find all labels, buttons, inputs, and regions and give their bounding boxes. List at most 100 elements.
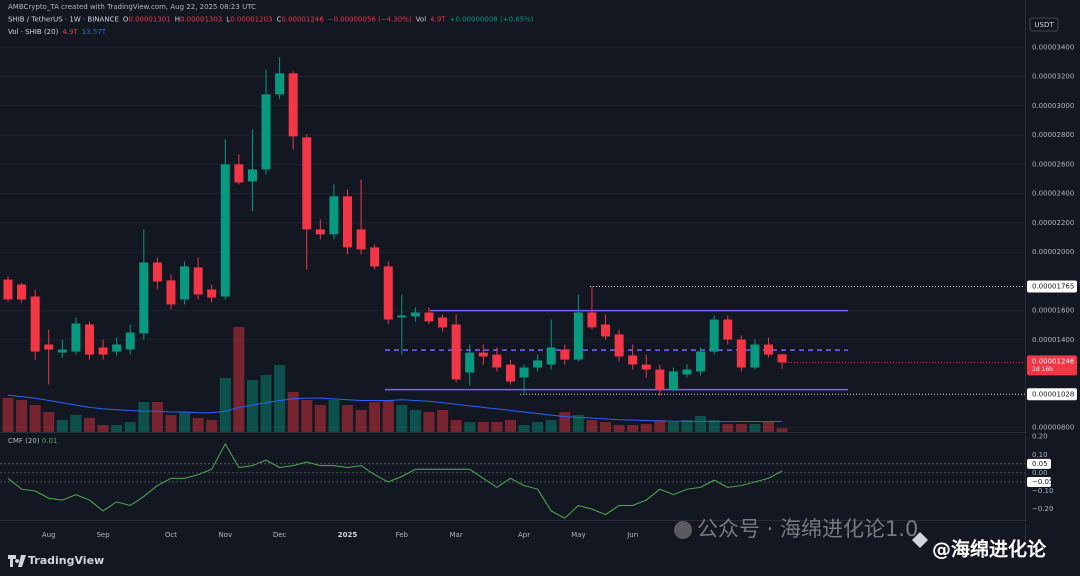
candle-body (668, 371, 678, 390)
legend-item: 0.00001301 (128, 16, 170, 24)
volume-bar (572, 415, 584, 432)
cmf-level-box (1027, 476, 1051, 487)
volume-bar (70, 415, 82, 432)
volume-bar (206, 420, 218, 432)
candle-body (641, 364, 651, 370)
candle-body (750, 344, 760, 368)
volume-bar (504, 420, 516, 432)
volume-bar (477, 422, 489, 432)
y-tick-label: 0.00000800 (1032, 424, 1074, 432)
volume-bar (545, 420, 557, 432)
volume-bar (219, 378, 231, 432)
price-mark-label: 0.00001028 (1032, 390, 1074, 398)
volume-bar (124, 422, 136, 432)
volume-ma-line (7, 394, 783, 423)
candle-body (139, 262, 149, 334)
volume-bar (56, 420, 68, 432)
cmf-title: CMF (20) 0.01 (8, 437, 57, 445)
candle-body (315, 229, 325, 235)
cmf-tick-label: 0.10 (1032, 451, 1048, 459)
legend-item: L (226, 16, 230, 24)
volume-bar (722, 424, 734, 432)
candle-body (777, 354, 787, 363)
legend-item: 0.00001246 (281, 16, 324, 24)
candle-body (587, 312, 597, 328)
candle-body (424, 312, 434, 322)
brand: TradingView (28, 554, 104, 567)
footer (0, 548, 1080, 576)
volume-bar (396, 405, 408, 432)
cmf-tick-label: −0.20 (1032, 505, 1053, 513)
candle-body (736, 339, 746, 368)
y-tick-label: 0.00002800 (1032, 131, 1074, 139)
candle-body (655, 369, 665, 390)
legend-item: O (123, 16, 129, 24)
legend-item: 0.00001303 (180, 16, 222, 24)
candle-body (696, 351, 706, 372)
y-tick-label: 0.00001400 (1032, 336, 1074, 344)
cmf-last: 0.01 (42, 437, 58, 445)
volume-bar (437, 410, 449, 432)
volume-bar (165, 415, 177, 432)
cmf-name: CMF (20) (8, 437, 40, 445)
volume-bar (749, 424, 761, 432)
candle-body (234, 164, 244, 183)
x-tick-label: Dec (273, 531, 287, 539)
candle-body (370, 247, 380, 267)
legend-item: 13.57T (82, 28, 107, 36)
candle-body (30, 296, 40, 352)
candle-body (71, 323, 81, 352)
volume-bar (314, 405, 326, 432)
candle-body (98, 347, 108, 355)
candle-body (723, 319, 733, 340)
currency-box (1029, 17, 1059, 32)
candle-body (383, 266, 393, 320)
candle-body (438, 317, 448, 328)
candle-body (763, 344, 773, 355)
y-tick-label: 0.00002000 (1032, 248, 1074, 256)
watermark-icon (674, 521, 692, 539)
candle-body (573, 312, 583, 360)
volume-bar (586, 420, 598, 432)
candle-body (628, 355, 638, 365)
candle-body (601, 324, 611, 337)
volume-bar (246, 380, 258, 432)
candle-body (614, 334, 624, 357)
y-tick-label: 0.00003400 (1032, 43, 1074, 51)
volume-bar (532, 422, 544, 432)
candle-body (44, 344, 54, 350)
volume-bar (708, 420, 720, 432)
volume-bar (762, 422, 774, 432)
volume-bar (43, 412, 55, 432)
volume-bar (640, 424, 652, 432)
volume-bar (179, 412, 191, 432)
candle-body (220, 164, 230, 297)
candle-body (288, 73, 298, 137)
x-tick-label: Mar (450, 531, 463, 539)
legend-item: −0.00000056 (−4.30%) (328, 16, 412, 24)
candle-body (84, 324, 94, 355)
y-tick-label: 0.00002600 (1032, 160, 1074, 168)
volume-bar (192, 418, 204, 432)
candle-body (166, 280, 176, 305)
y-tick-label: 0.00001600 (1032, 307, 1074, 315)
x-tick-label: May (571, 531, 585, 539)
volume-bar (681, 420, 693, 432)
volume-bar (29, 405, 41, 432)
volume-bar (342, 405, 353, 432)
volume-bar (600, 422, 612, 432)
candle-body (682, 369, 692, 375)
x-tick-label: Oct (165, 531, 177, 539)
volume-bar (559, 412, 571, 432)
price-mark-box (1027, 388, 1077, 401)
legend-item: C (277, 16, 282, 24)
candle-body (505, 364, 515, 382)
volume-bar (382, 400, 394, 432)
candle-body (451, 324, 461, 380)
volume-bar (151, 402, 163, 432)
cmf-tick-label: −0.10 (1032, 487, 1053, 495)
candle-body (709, 319, 719, 352)
legend-row: SHIB / TetherUS · 1W · BINANCE O0.0000130… (8, 16, 534, 24)
